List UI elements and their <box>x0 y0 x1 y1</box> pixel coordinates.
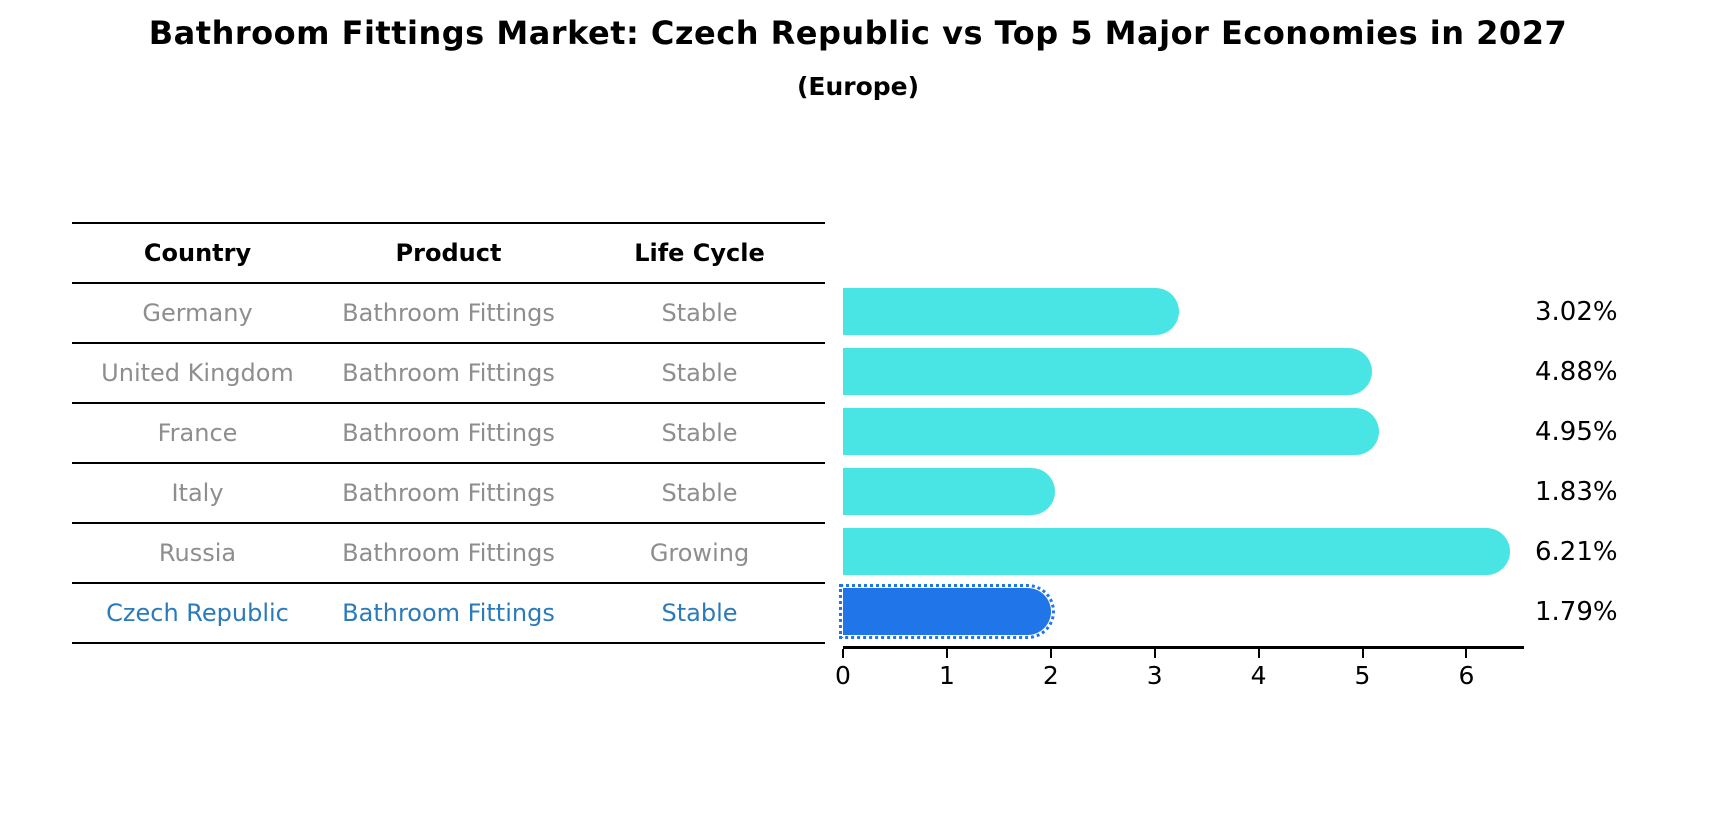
bar-italy <box>843 468 1056 515</box>
chart-title: Bathroom Fittings Market: Czech Republic… <box>148 14 1568 52</box>
cell-country: Germany <box>142 299 253 327</box>
table-row-france: France Bathroom Fittings Stable <box>72 404 825 464</box>
value-label-united-kingdom: 4.88% <box>1535 357 1618 387</box>
column-header-product: Product <box>395 239 502 267</box>
x-tick-label: 4 <box>1250 661 1267 690</box>
x-tick-label: 6 <box>1458 661 1475 690</box>
bar-germany <box>843 288 1179 335</box>
country-table: Country Product Life Cycle Germany Bathro… <box>72 222 825 644</box>
table-header-row: Country Product Life Cycle <box>72 224 825 284</box>
cell-country: Czech Republic <box>106 599 289 627</box>
table-row-czech-republic: Czech Republic Bathroom Fittings Stable <box>72 584 825 644</box>
value-label-czech-republic: 1.79% <box>1535 597 1618 627</box>
bar-row-france <box>843 402 1524 462</box>
x-tick-mark <box>842 649 844 658</box>
bar-row-czech-republic <box>839 582 1524 642</box>
bar-row-united-kingdom <box>843 342 1524 402</box>
column-header-country: Country <box>143 239 252 267</box>
bar-row-germany <box>843 282 1524 342</box>
cell-life-cycle: Stable <box>661 359 738 387</box>
cell-product: Bathroom Fittings <box>342 419 555 447</box>
value-label-germany: 3.02% <box>1535 297 1618 327</box>
x-tick-label: 5 <box>1354 661 1371 690</box>
x-tick-mark <box>945 649 948 658</box>
x-tick-mark <box>1049 649 1052 658</box>
cell-product: Bathroom Fittings <box>342 479 555 507</box>
chart-subtitle: (Europe) <box>796 72 920 101</box>
column-header-life-cycle: Life Cycle <box>634 239 765 267</box>
x-tick-label: 3 <box>1146 661 1163 690</box>
bar-russia <box>843 528 1511 575</box>
cell-product: Bathroom Fittings <box>342 299 555 327</box>
table-body: Germany Bathroom Fittings Stable United Kin… <box>72 284 825 644</box>
table-row-united-kingdom: United Kingdom Bathroom Fittings Stable <box>72 344 825 404</box>
cell-country: France <box>157 419 238 447</box>
bar-czech-republic <box>839 584 1055 639</box>
bar-united-kingdom <box>843 348 1373 395</box>
value-labels: 3.02% 4.88% 4.95% 1.83% 6.21% 1.79% <box>1535 282 1705 642</box>
x-tick-mark <box>1361 649 1364 658</box>
x-tick-label: 2 <box>1042 661 1059 690</box>
cell-country: Italy <box>171 479 224 507</box>
value-label-italy: 1.83% <box>1535 477 1618 507</box>
x-tick-mark <box>1257 649 1260 658</box>
bar-row-italy <box>843 462 1524 522</box>
cell-life-cycle: Growing <box>649 539 750 567</box>
bar-row-russia <box>843 522 1524 582</box>
plot-area <box>839 282 1524 642</box>
cell-country: Russia <box>158 539 237 567</box>
cell-life-cycle: Stable <box>661 599 738 627</box>
table-row-germany: Germany Bathroom Fittings Stable <box>72 284 825 344</box>
value-label-russia: 6.21% <box>1535 537 1618 567</box>
table-row-italy: Italy Bathroom Fittings Stable <box>72 464 825 524</box>
cell-life-cycle: Stable <box>661 479 738 507</box>
x-tick-label: 0 <box>835 661 851 690</box>
cell-life-cycle: Stable <box>661 299 738 327</box>
x-tick-mark <box>1153 649 1156 658</box>
cell-product: Bathroom Fittings <box>342 539 555 567</box>
x-tick-mark <box>1465 649 1468 658</box>
bar-france <box>843 408 1380 455</box>
cell-product: Bathroom Fittings <box>342 599 555 627</box>
cell-product: Bathroom Fittings <box>342 359 555 387</box>
cell-country: United Kingdom <box>101 359 294 387</box>
value-label-france: 4.95% <box>1535 417 1618 447</box>
x-tick-label: 1 <box>938 661 955 690</box>
cell-life-cycle: Stable <box>661 419 738 447</box>
x-axis: 0 1 2 3 4 5 6 <box>835 646 1524 690</box>
table-row-russia: Russia Bathroom Fittings Growing <box>72 524 825 584</box>
